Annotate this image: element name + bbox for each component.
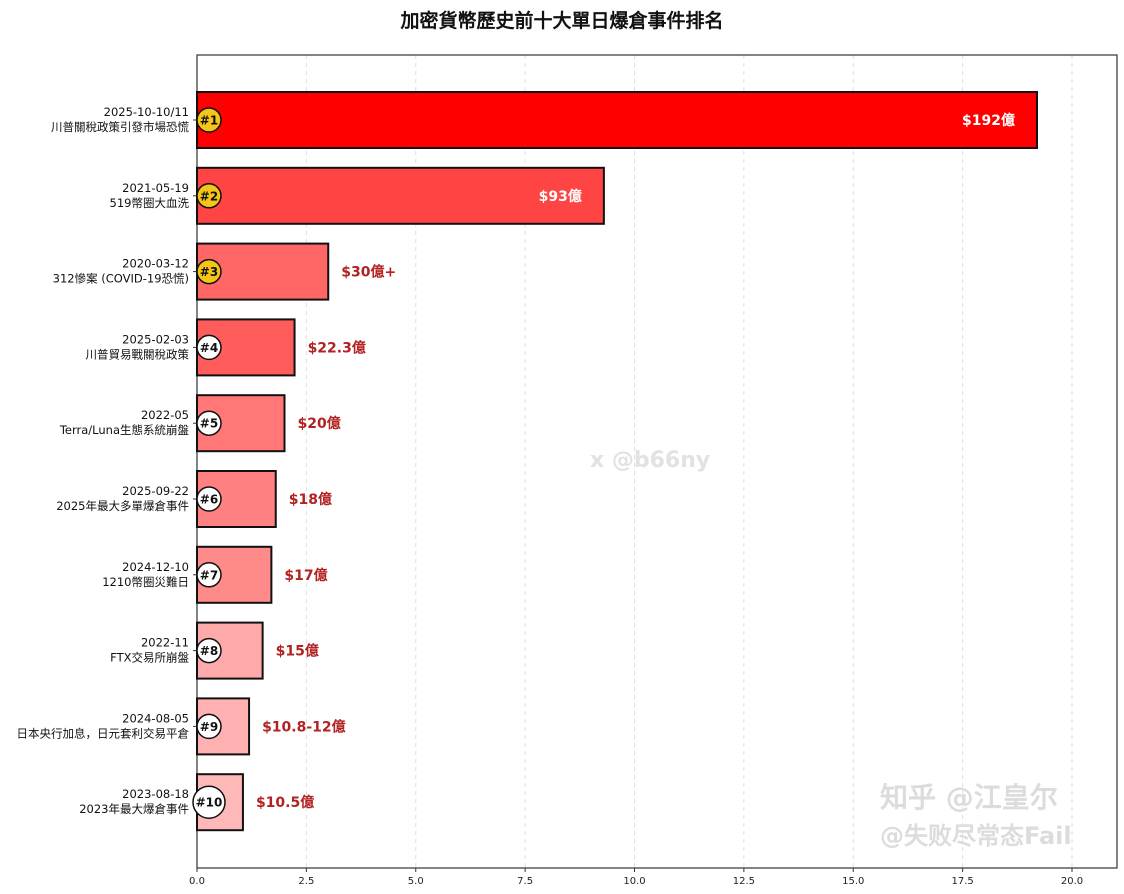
- rank-label: #6: [200, 493, 218, 507]
- rank-label: #2: [200, 189, 218, 203]
- data-label: $17億: [284, 567, 327, 584]
- rank-label: #1: [200, 114, 218, 128]
- category-event: 日本央行加息，日元套利交易平倉: [17, 726, 190, 740]
- rank-label: #8: [200, 644, 218, 658]
- x-tick-label: 7.5: [517, 876, 533, 887]
- x-tick-label: 2.5: [298, 876, 314, 887]
- plot-frame: [196, 54, 1118, 869]
- category-event: FTX交易所崩盤: [110, 651, 189, 665]
- category-event: 519幣圈大血洗: [110, 196, 190, 210]
- category-event: 川普貿易戰關稅政策: [86, 347, 190, 361]
- category-date: 2022-11: [141, 636, 189, 650]
- data-label: $10.5億: [256, 794, 314, 811]
- x-tick-label: 0.0: [189, 876, 205, 887]
- data-label: $22.3億: [308, 339, 366, 356]
- rank-label: #9: [200, 720, 218, 734]
- rank-badge: [196, 183, 222, 209]
- x-tick-label: 12.5: [733, 876, 755, 887]
- category-date: 2025-02-03: [122, 332, 189, 346]
- category-event: 1210幣圈災難日: [102, 575, 189, 589]
- data-label: $192億: [962, 112, 1015, 129]
- rank-badge: [196, 107, 222, 133]
- rank-badge: [196, 562, 222, 588]
- rank-label: #4: [200, 341, 218, 355]
- category-date: 2023-08-18: [122, 787, 189, 801]
- category-event: 川普關稅政策引發市場恐慌: [51, 120, 189, 134]
- category-date: 2024-08-05: [122, 711, 189, 725]
- rank-badge: [196, 637, 222, 664]
- data-label: $10.8-12億: [262, 718, 346, 735]
- category-date: 2022-05: [141, 408, 189, 422]
- chart-title: 加密貨幣歷史前十大單日爆倉事件排名: [400, 10, 724, 32]
- bar: [196, 166, 605, 225]
- data-label: $20億: [298, 415, 341, 432]
- category-date: 2025-09-22: [122, 484, 189, 498]
- rank-badge: [196, 410, 222, 436]
- bar: [196, 394, 286, 453]
- data-label: $30億+: [341, 264, 396, 281]
- rank-label: #10: [196, 796, 223, 810]
- category-event: Terra/Luna生態系統崩盤: [59, 423, 190, 437]
- x-tick-label: 17.5: [951, 876, 973, 887]
- bar: [196, 91, 1038, 149]
- x-tick-label: 15.0: [842, 876, 864, 887]
- category-event: 312慘案 (COVID-19恐慌): [53, 272, 189, 286]
- x-tick-label: 10.0: [623, 876, 645, 887]
- x-tick-label: 5.0: [408, 876, 424, 887]
- rank-label: #5: [200, 417, 218, 431]
- category-date: 2025-10-10/11: [104, 105, 189, 119]
- rank-badge: [196, 713, 222, 740]
- category-event: 2025年最大多單爆倉事件: [56, 499, 189, 513]
- data-label: $93億: [539, 188, 582, 205]
- rank-badge: [196, 486, 222, 512]
- category-date: 2020-03-12: [122, 257, 189, 271]
- x-tick-label: 20.0: [1061, 876, 1083, 887]
- rank-label: #7: [200, 568, 218, 582]
- data-label: $18億: [289, 491, 332, 508]
- rank-badge: [196, 334, 222, 361]
- rank-badge: [192, 785, 226, 819]
- category-date: 2024-12-10: [122, 560, 189, 574]
- data-label: $15億: [276, 643, 319, 660]
- category-event: 2023年最大爆倉事件: [79, 802, 189, 816]
- rank-label: #3: [200, 265, 218, 279]
- rank-badge: [196, 258, 222, 285]
- category-date: 2021-05-19: [122, 181, 189, 195]
